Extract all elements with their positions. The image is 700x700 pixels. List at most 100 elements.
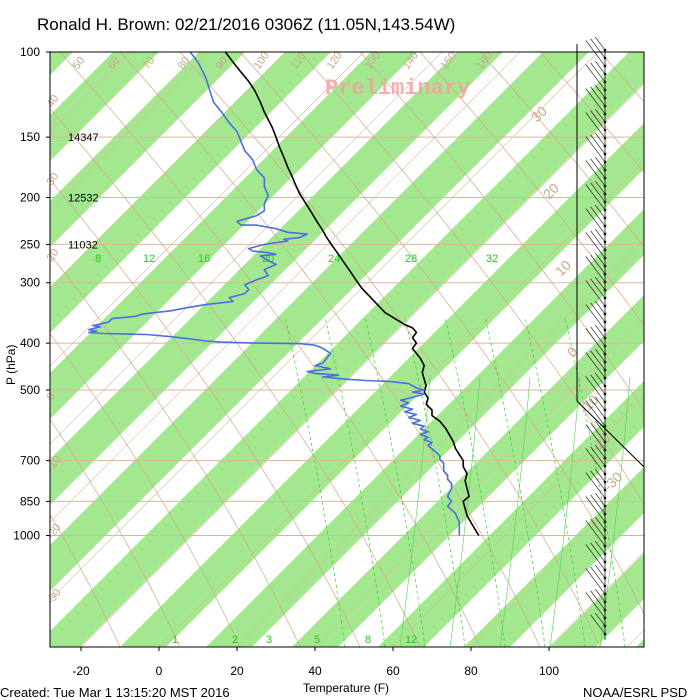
wind-barb-dot <box>603 616 607 620</box>
wind-barb-dot <box>603 184 607 188</box>
wind-barb-dot <box>603 144 607 148</box>
wind-barb <box>595 181 606 195</box>
wind-barb <box>590 134 606 155</box>
wind-barb <box>590 566 606 587</box>
wind-barb-dot <box>603 56 607 60</box>
footer-source: NOAA/ESRL PSD <box>583 685 687 700</box>
isotherm-line <box>50 52 521 523</box>
wind-barb <box>590 422 606 443</box>
wind-barb <box>590 350 606 371</box>
wind-barb <box>585 328 606 355</box>
wind-barb <box>585 568 606 595</box>
wind-barb-dot <box>603 392 607 396</box>
wind-barb-dot <box>603 304 607 308</box>
wind-barb <box>590 446 606 467</box>
wind-barb-dot <box>603 504 607 508</box>
moist-layer-bands <box>50 52 644 647</box>
green-band <box>50 52 644 647</box>
wind-barb-dot <box>603 80 607 84</box>
y-tick-label: 150 <box>20 130 40 144</box>
wind-barb <box>590 230 606 251</box>
wind-barb <box>590 158 606 179</box>
wind-barb-dot <box>603 584 607 588</box>
moist-adiabat <box>364 316 426 647</box>
wind-barb-dot <box>603 296 607 300</box>
y-tick-label: 850 <box>20 494 40 508</box>
height-labels: 14347 12532 11032 <box>68 132 99 251</box>
wind-barb <box>590 374 606 395</box>
wind-barb-dot <box>603 384 607 388</box>
mixing-ratio-label: 16 <box>198 253 210 265</box>
dry-adiabat <box>50 108 421 647</box>
dry-adiabat-label: 60 <box>106 55 123 72</box>
saturation-line <box>499 376 531 647</box>
wind-barb-dot <box>603 432 607 436</box>
wind-barb-dot <box>603 544 607 548</box>
green-band <box>206 209 644 647</box>
wind-barb-dot <box>603 488 607 492</box>
wind-barb-dot <box>603 48 607 52</box>
dry-adiabat-label: 90 <box>214 55 231 72</box>
series-layer <box>88 52 480 536</box>
wind-barb <box>585 400 606 427</box>
green-band <box>120 123 644 647</box>
footer-created: Created: Tue Mar 1 13:15:20 MST 2016 <box>0 685 230 700</box>
y-tick-label: 250 <box>20 237 40 251</box>
dry-adiabat-label: 80 <box>176 55 193 72</box>
mixing-ratio-label: 24 <box>328 253 340 265</box>
plot-frame <box>49 51 645 648</box>
wind-barb-dot <box>603 328 607 332</box>
dry-adiabat <box>50 179 361 647</box>
wind-barb-dot <box>603 456 607 460</box>
isotherm-line <box>158 161 644 647</box>
wind-barb <box>590 254 606 275</box>
wind-barb-dot <box>603 224 607 228</box>
x-tick-label: 80 <box>464 664 478 678</box>
wind-barb-dot <box>603 472 607 476</box>
mixing-ratio-label: 3 <box>266 634 272 646</box>
wind-barb-dot <box>603 96 607 100</box>
wind-barb <box>595 109 606 123</box>
height-label: 12532 <box>68 193 99 205</box>
dry-adiabat <box>119 52 541 647</box>
wind-barb-dot <box>603 256 607 260</box>
wind-barb-dot <box>603 576 607 580</box>
dry-adiabat-label: 70 <box>141 55 158 72</box>
wind-barb-dot <box>603 568 607 572</box>
wind-barb <box>595 325 606 339</box>
wind-barb-dot <box>603 512 607 516</box>
moist-adiabat <box>564 316 626 647</box>
x-tick-label: 20 <box>230 664 244 678</box>
x-tick-label: 0 <box>156 664 163 678</box>
watermark: Preliminary <box>325 76 470 101</box>
isotherm-line <box>50 52 209 211</box>
wind-barb-dot <box>603 632 607 636</box>
green-band <box>50 52 245 247</box>
wind-barb-dot <box>603 64 607 68</box>
temperature-line <box>224 52 480 536</box>
isotherm-line <box>392 395 644 647</box>
wind-barb <box>595 469 606 483</box>
wind-barb <box>585 424 606 451</box>
wind-barb-dot <box>603 440 607 444</box>
x-tick-label: 60 <box>386 664 400 678</box>
wind-barb-dot <box>603 344 607 348</box>
y-axis-label: P (hPa) <box>4 345 18 385</box>
x-tick-label: 40 <box>308 664 322 678</box>
wind-barb <box>595 205 606 219</box>
wind-barb <box>585 520 606 547</box>
wind-barb <box>590 278 606 299</box>
wind-barb <box>595 421 606 435</box>
wind-barb-dot <box>603 312 607 316</box>
wind-barb-dot <box>603 208 607 212</box>
mixing-ratio-label: 8 <box>95 253 101 265</box>
wind-barb <box>590 470 606 491</box>
wind-barb-dot <box>603 168 607 172</box>
wind-barb-dot <box>603 216 607 220</box>
moist-adiabat <box>484 316 546 647</box>
wind-barb <box>595 253 606 267</box>
saturation-line <box>449 376 481 647</box>
wind-barb <box>590 518 606 539</box>
wind-barb-dot <box>603 624 607 628</box>
wind-barb-dot <box>603 288 607 292</box>
